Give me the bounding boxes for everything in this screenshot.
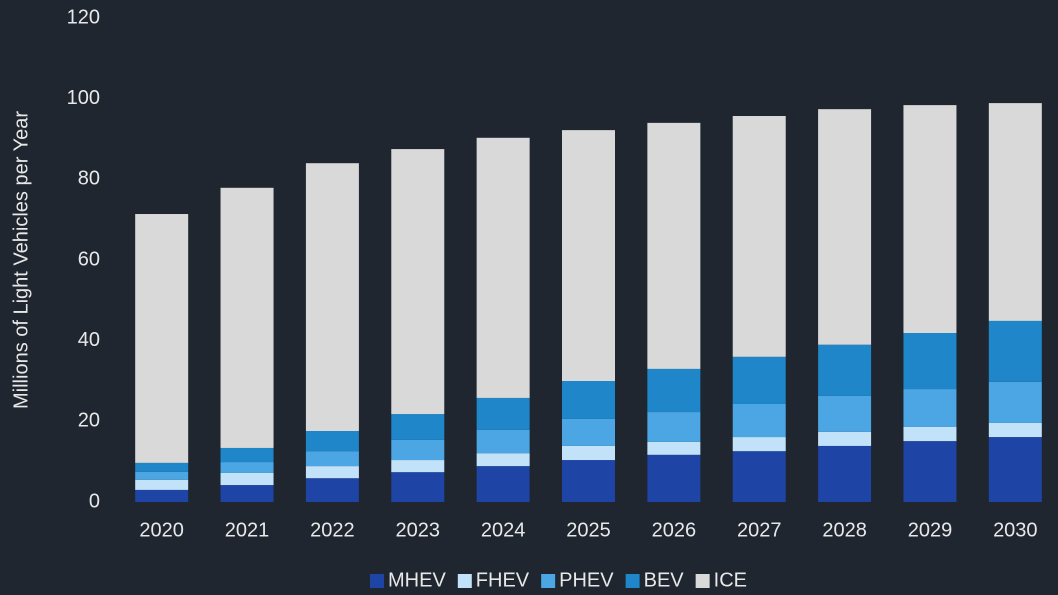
legend-swatch [370, 574, 385, 588]
bar-segment [818, 445, 872, 502]
bar-segment [988, 437, 1042, 502]
bar-segment [732, 451, 786, 502]
bar-segment [476, 453, 530, 467]
bar-segment [305, 431, 359, 452]
bar-segment [988, 320, 1042, 382]
bar-segment [135, 471, 189, 480]
bar-segment [391, 414, 445, 440]
bar-segment [562, 460, 615, 502]
bar-segment [732, 437, 786, 452]
legend-swatch [625, 574, 640, 588]
legend-swatch [457, 574, 472, 588]
bar-segment [391, 460, 445, 473]
legend-label: BEV [644, 569, 685, 591]
bar-segment [903, 441, 957, 502]
bar-segment [476, 429, 530, 454]
bar-segment [562, 381, 615, 419]
bar-segment [988, 422, 1042, 438]
bar-segment [135, 462, 189, 472]
bar-segment [562, 445, 615, 461]
legend-label: ICE [714, 569, 747, 591]
bar-segment [647, 412, 701, 442]
x-tick-label: 2020 [139, 519, 184, 541]
x-tick-label: 2029 [908, 519, 953, 541]
bar-segment [818, 109, 872, 345]
bar-segment [647, 368, 701, 413]
bar-segment [135, 214, 189, 463]
legend-swatch [695, 574, 710, 588]
x-tick-label: 2023 [396, 519, 441, 541]
y-tick-label: 100 [67, 87, 100, 109]
y-tick-label: 80 [78, 168, 100, 190]
bar-segment [903, 333, 957, 390]
bar-segment [391, 472, 445, 502]
x-tick-label: 2024 [481, 519, 526, 541]
bar-segment [220, 472, 274, 486]
bar-segment [476, 137, 530, 398]
bar-segment [903, 426, 957, 442]
y-tick-label: 120 [67, 6, 100, 28]
x-tick-label: 2027 [737, 519, 782, 541]
bar-segment [732, 356, 786, 404]
bar-segment [647, 441, 701, 455]
bar-segment [305, 466, 359, 479]
legend-label: FHEV [476, 569, 530, 591]
bar-segment [220, 462, 274, 473]
bar-segment [135, 479, 189, 490]
x-tick-label: 2030 [993, 519, 1038, 541]
legend-label: PHEV [559, 569, 614, 591]
bar-segment [988, 103, 1042, 321]
bar-segment [818, 395, 872, 432]
bar-segment [135, 489, 189, 502]
bar-segment [562, 418, 615, 446]
bar-segment [647, 454, 701, 502]
legend-label: MHEV [388, 569, 446, 591]
bar-segment [305, 163, 359, 432]
bar-segment [220, 187, 274, 448]
bar-segment [647, 122, 701, 369]
bar-segment [476, 466, 530, 502]
bar-segment [220, 447, 274, 463]
bar-segment [220, 485, 274, 502]
bar-segment [732, 403, 786, 438]
legend-swatch [541, 574, 556, 588]
y-tick-label: 0 [89, 490, 100, 512]
bar-segment [562, 130, 615, 381]
bar-segment [903, 105, 957, 334]
x-tick-label: 2025 [566, 519, 611, 541]
x-tick-label: 2021 [225, 519, 270, 541]
bar-segment [818, 431, 872, 446]
y-tick-label: 20 [78, 410, 100, 432]
bar-segment [476, 397, 530, 430]
bar-segment [305, 478, 359, 502]
y-tick-label: 60 [78, 248, 100, 270]
bar-segment [391, 439, 445, 461]
y-axis-label: Millions of Light Vehicles per Year [10, 111, 32, 409]
bar-segment [903, 389, 957, 427]
y-tick-label: 40 [78, 329, 100, 351]
bar-segment [818, 344, 872, 396]
bar-segment [305, 451, 359, 467]
bar-segment [988, 381, 1042, 423]
x-tick-label: 2028 [822, 519, 867, 541]
bar-segment [391, 149, 445, 415]
bar-segment [732, 116, 786, 357]
x-tick-label: 2022 [310, 519, 355, 541]
x-tick-label: 2026 [652, 519, 697, 541]
